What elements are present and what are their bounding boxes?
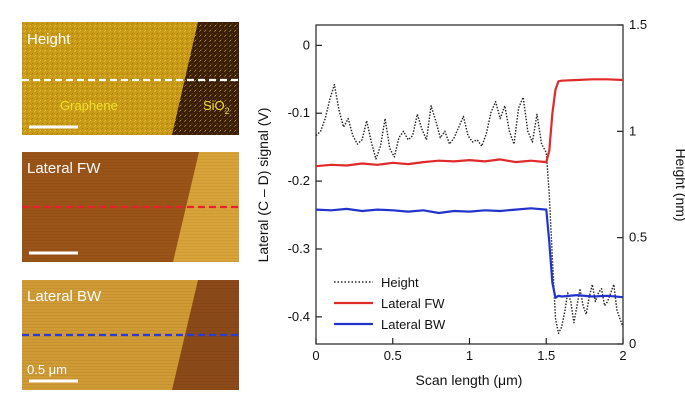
line-chart: 0 0.5 1 1.5 20-0.1-0.2-0.3-0.400.511.5 Scan … <box>255 17 685 388</box>
bw-scale-label: 0.5 μm <box>27 362 67 377</box>
afm-lateral-fw-panel: Lateral FW <box>22 152 239 262</box>
fw-panel-label: Lateral FW <box>27 160 101 177</box>
sio2-label-main: SiO <box>203 98 225 113</box>
x-tick-label: 0 <box>312 348 319 363</box>
y-tick-label: -0.1 <box>288 105 310 120</box>
y2-tick-label: 1 <box>629 123 636 138</box>
legend-height-label: Height <box>381 275 419 290</box>
y-tick-label: 0 <box>303 37 310 52</box>
y-tick-label: -0.4 <box>288 309 310 324</box>
bw-panel-label: Lateral BW <box>27 288 102 305</box>
legend: Height Lateral FW Lateral BW <box>334 275 446 332</box>
x-tick-label: 1 <box>466 348 473 363</box>
sio2-label: SiO2 <box>203 98 230 116</box>
chart-series <box>315 78 624 335</box>
x-tick-label: 0.5 <box>384 348 402 363</box>
y-tick-label: -0.3 <box>288 241 310 256</box>
afm-height-panel: Height Graphene SiO2 <box>22 22 239 135</box>
x-axis-label: Scan length (μm) <box>416 372 523 388</box>
sio2-label-sub: 2 <box>225 106 230 116</box>
x-tick-label: 2 <box>619 348 626 363</box>
afm-lateral-bw-panel: Lateral BW 0.5 μm <box>22 280 239 390</box>
lateral-bw-series-line <box>315 207 624 299</box>
y2-tick-label: 0.5 <box>629 230 647 245</box>
y2-axis-label: Height (nm) <box>673 148 685 221</box>
legend-bw-label: Lateral BW <box>381 317 446 332</box>
y2-tick-label: 0 <box>629 336 636 351</box>
y2-tick-label: 1.5 <box>629 17 647 32</box>
legend-fw-label: Lateral FW <box>381 296 445 311</box>
y-axis-label: Lateral (C – D) signal (V) <box>255 108 271 263</box>
height-texture <box>22 22 239 135</box>
y-tick-label: -0.2 <box>288 173 310 188</box>
height-panel-label: Height <box>27 31 71 48</box>
lateral-fw-series-line <box>315 78 624 168</box>
graphene-label: Graphene <box>60 98 118 113</box>
height-series-line <box>315 83 624 335</box>
chart-ticks: 0 0.5 1 1.5 20-0.1-0.2-0.3-0.400.511.5 <box>288 17 647 363</box>
x-tick-label: 1.5 <box>537 348 555 363</box>
